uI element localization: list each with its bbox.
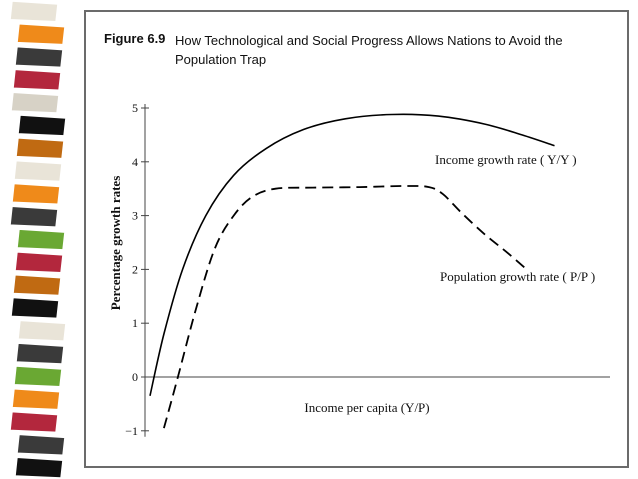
strip-segment bbox=[15, 342, 65, 365]
strip-segment bbox=[14, 456, 64, 479]
series-label: Population growth rate ( P/P ) bbox=[440, 269, 595, 284]
series-label: Income growth rate ( Y/Y ) bbox=[435, 152, 577, 167]
x-axis-label: Income per capita (Y/P) bbox=[304, 400, 429, 415]
decorative-color-strip bbox=[9, 0, 67, 479]
y-tick-label: 5 bbox=[132, 101, 138, 115]
strip-segment bbox=[13, 159, 63, 183]
strip-segment bbox=[9, 205, 59, 228]
y-axis-label: Percentage growth rates bbox=[108, 176, 123, 311]
strip-segment bbox=[17, 319, 67, 342]
strip-segment bbox=[12, 68, 62, 92]
y-tick-label: 1 bbox=[132, 316, 138, 330]
strip-segment bbox=[13, 365, 63, 388]
y-tick-label: 0 bbox=[132, 370, 138, 384]
strip-segment bbox=[15, 137, 65, 160]
strip-segment bbox=[11, 387, 61, 411]
chart-layer: −1 0 1 2 3 4 5 Percentage growth rates Income pe… bbox=[108, 101, 610, 438]
strip-segment bbox=[16, 23, 66, 46]
strip-segment bbox=[12, 273, 62, 297]
strip-segment bbox=[16, 228, 66, 251]
strip-segment bbox=[11, 182, 61, 206]
y-tick-label: −1 bbox=[125, 424, 138, 438]
y-tick-label: 2 bbox=[132, 262, 138, 276]
strip-segment bbox=[16, 433, 66, 456]
strip-segment bbox=[14, 45, 64, 69]
income-growth-curve bbox=[149, 113, 555, 396]
strip-segment bbox=[17, 114, 67, 137]
strip-segment bbox=[14, 251, 64, 274]
figure-title: How Technological and Social Progress Al… bbox=[175, 33, 563, 67]
y-tick-label: 3 bbox=[132, 209, 138, 223]
strip-segment bbox=[10, 296, 60, 320]
strip-segment bbox=[10, 91, 60, 114]
strip-segment bbox=[9, 410, 59, 434]
population-growth-curve bbox=[163, 185, 528, 429]
strip-segment bbox=[9, 0, 59, 23]
figure-label: Figure 6.9 bbox=[104, 31, 166, 46]
y-tick-label: 4 bbox=[132, 155, 138, 169]
